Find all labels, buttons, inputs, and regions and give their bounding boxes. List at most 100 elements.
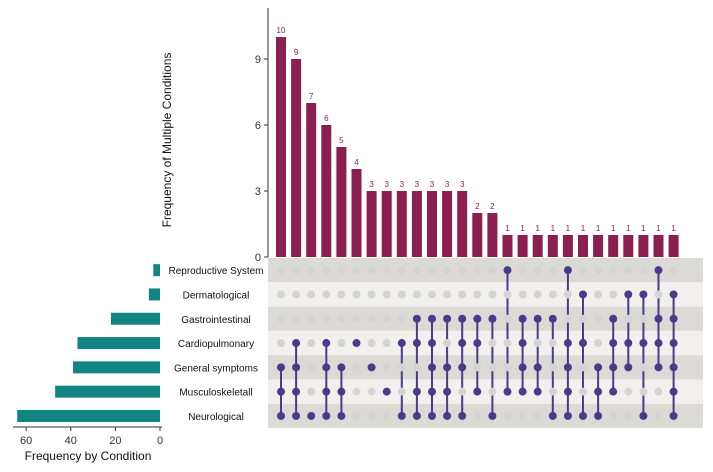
matrix-dot-active	[277, 387, 285, 396]
matrix-dot-active	[397, 411, 406, 420]
matrix-dot-inactive	[397, 363, 406, 372]
intersection-bar-label: 3	[460, 180, 465, 189]
matrix-dot-inactive	[458, 266, 467, 275]
intersection-bar-label: 10	[277, 26, 286, 35]
matrix-dot-inactive	[307, 266, 316, 275]
matrix-dot-inactive	[277, 339, 285, 348]
matrix-row-band	[268, 379, 703, 404]
matrix-dot-inactive	[488, 387, 497, 396]
matrix-dot-inactive	[337, 314, 346, 323]
matrix-dot-active	[669, 290, 678, 299]
matrix-dot-inactive	[594, 339, 603, 348]
matrix-dot-active	[594, 411, 603, 420]
matrix-dot-active	[428, 314, 436, 323]
set-name-label: Dermatological	[183, 290, 250, 301]
intersection-bar-label: 1	[611, 224, 616, 233]
matrix-dot-inactive	[352, 290, 361, 299]
intersection-bar-label: 3	[400, 180, 405, 189]
matrix-dot-active	[594, 363, 603, 372]
matrix-dot-inactive	[579, 387, 587, 396]
matrix-dot-active	[488, 314, 497, 323]
matrix-dot-inactive	[548, 363, 557, 372]
matrix-dot-inactive	[307, 314, 316, 323]
matrix-dot-active	[322, 387, 331, 396]
matrix-dot-active	[473, 339, 482, 348]
matrix-dot-active	[337, 387, 346, 396]
matrix-dot-inactive	[488, 363, 497, 372]
matrix-dot-active	[518, 363, 527, 372]
matrix-dot-inactive	[292, 290, 301, 299]
matrix-dot-inactive	[518, 290, 527, 299]
matrix-row-band	[268, 282, 703, 307]
matrix-dot-inactive	[458, 387, 467, 396]
matrix-dot-active	[412, 339, 421, 348]
set-size-bar	[17, 409, 160, 422]
matrix-dot-inactive	[533, 411, 542, 420]
intersection-bar	[457, 191, 468, 257]
set-size-bar	[77, 337, 160, 350]
matrix-dot-inactive	[654, 387, 663, 396]
matrix-dot-active	[639, 411, 648, 420]
matrix-dot-active	[412, 314, 421, 323]
matrix-dot-inactive	[654, 290, 663, 299]
intersection-bar-label: 2	[475, 202, 480, 211]
matrix-dot-inactive	[533, 290, 542, 299]
matrix-dot-inactive	[307, 290, 316, 299]
matrix-dot-active	[292, 339, 301, 348]
intersection-bar	[427, 191, 437, 257]
matrix-dot-active	[277, 363, 285, 372]
matrix-dot-active	[548, 314, 557, 323]
matrix-dot-active	[458, 411, 467, 420]
matrix-dot-active	[443, 363, 452, 372]
matrix-dot-inactive	[382, 339, 391, 348]
intersection-bar	[547, 235, 558, 257]
intersection-bar	[442, 191, 453, 257]
matrix-dot-inactive	[307, 363, 316, 372]
intersection-bar	[578, 235, 588, 257]
matrix-dot-inactive	[488, 339, 497, 348]
matrix-dot-active	[563, 387, 572, 396]
matrix-dot-inactive	[397, 290, 406, 299]
matrix-dot-inactive	[473, 290, 482, 299]
intersection-bar	[472, 213, 483, 257]
matrix-dot-active	[412, 411, 421, 420]
set-size-bar	[55, 385, 160, 398]
matrix-dot-active	[639, 339, 648, 348]
matrix-dot-inactive	[367, 290, 376, 299]
matrix-dot-inactive	[579, 314, 587, 323]
matrix-dot-active	[322, 339, 331, 348]
set-name-label: General symptoms	[174, 363, 258, 374]
intersection-bar-label: 3	[384, 180, 389, 189]
intersection-bar	[517, 235, 528, 257]
matrix-dot-active	[292, 411, 301, 420]
set-name-label: Gastrointestinal	[181, 315, 250, 326]
matrix-dot-active	[292, 363, 301, 372]
intersection-bar-label: 1	[626, 224, 631, 233]
matrix-dot-inactive	[488, 266, 497, 275]
matrix-dot-active	[412, 387, 421, 396]
matrix-dot-active	[428, 363, 436, 372]
set-size-bar	[148, 288, 160, 301]
matrix-dot-active	[518, 387, 527, 396]
set-x-tick-label: 20	[109, 435, 121, 447]
intersection-bar	[668, 235, 679, 257]
intersection-y-tick-label: 9	[255, 54, 261, 66]
matrix-dot-inactive	[503, 411, 512, 420]
matrix-dot-inactive	[277, 314, 285, 323]
matrix-dot-active	[563, 363, 572, 372]
intersection-bar	[336, 147, 347, 257]
set-name-label: Reproductive System	[168, 266, 263, 277]
matrix-dot-inactive	[503, 290, 512, 299]
matrix-dot-active	[503, 387, 512, 396]
matrix-dot-inactive	[428, 290, 436, 299]
matrix-dot-active	[458, 339, 467, 348]
matrix-dot-inactive	[594, 314, 603, 323]
intersection-bar	[396, 191, 407, 257]
matrix-dot-inactive	[382, 363, 391, 372]
matrix-dot-inactive	[352, 411, 361, 420]
matrix-dot-inactive	[367, 411, 376, 420]
matrix-dot-active	[654, 363, 663, 372]
matrix-dot-inactive	[654, 411, 663, 420]
matrix-dot-active	[473, 314, 482, 323]
